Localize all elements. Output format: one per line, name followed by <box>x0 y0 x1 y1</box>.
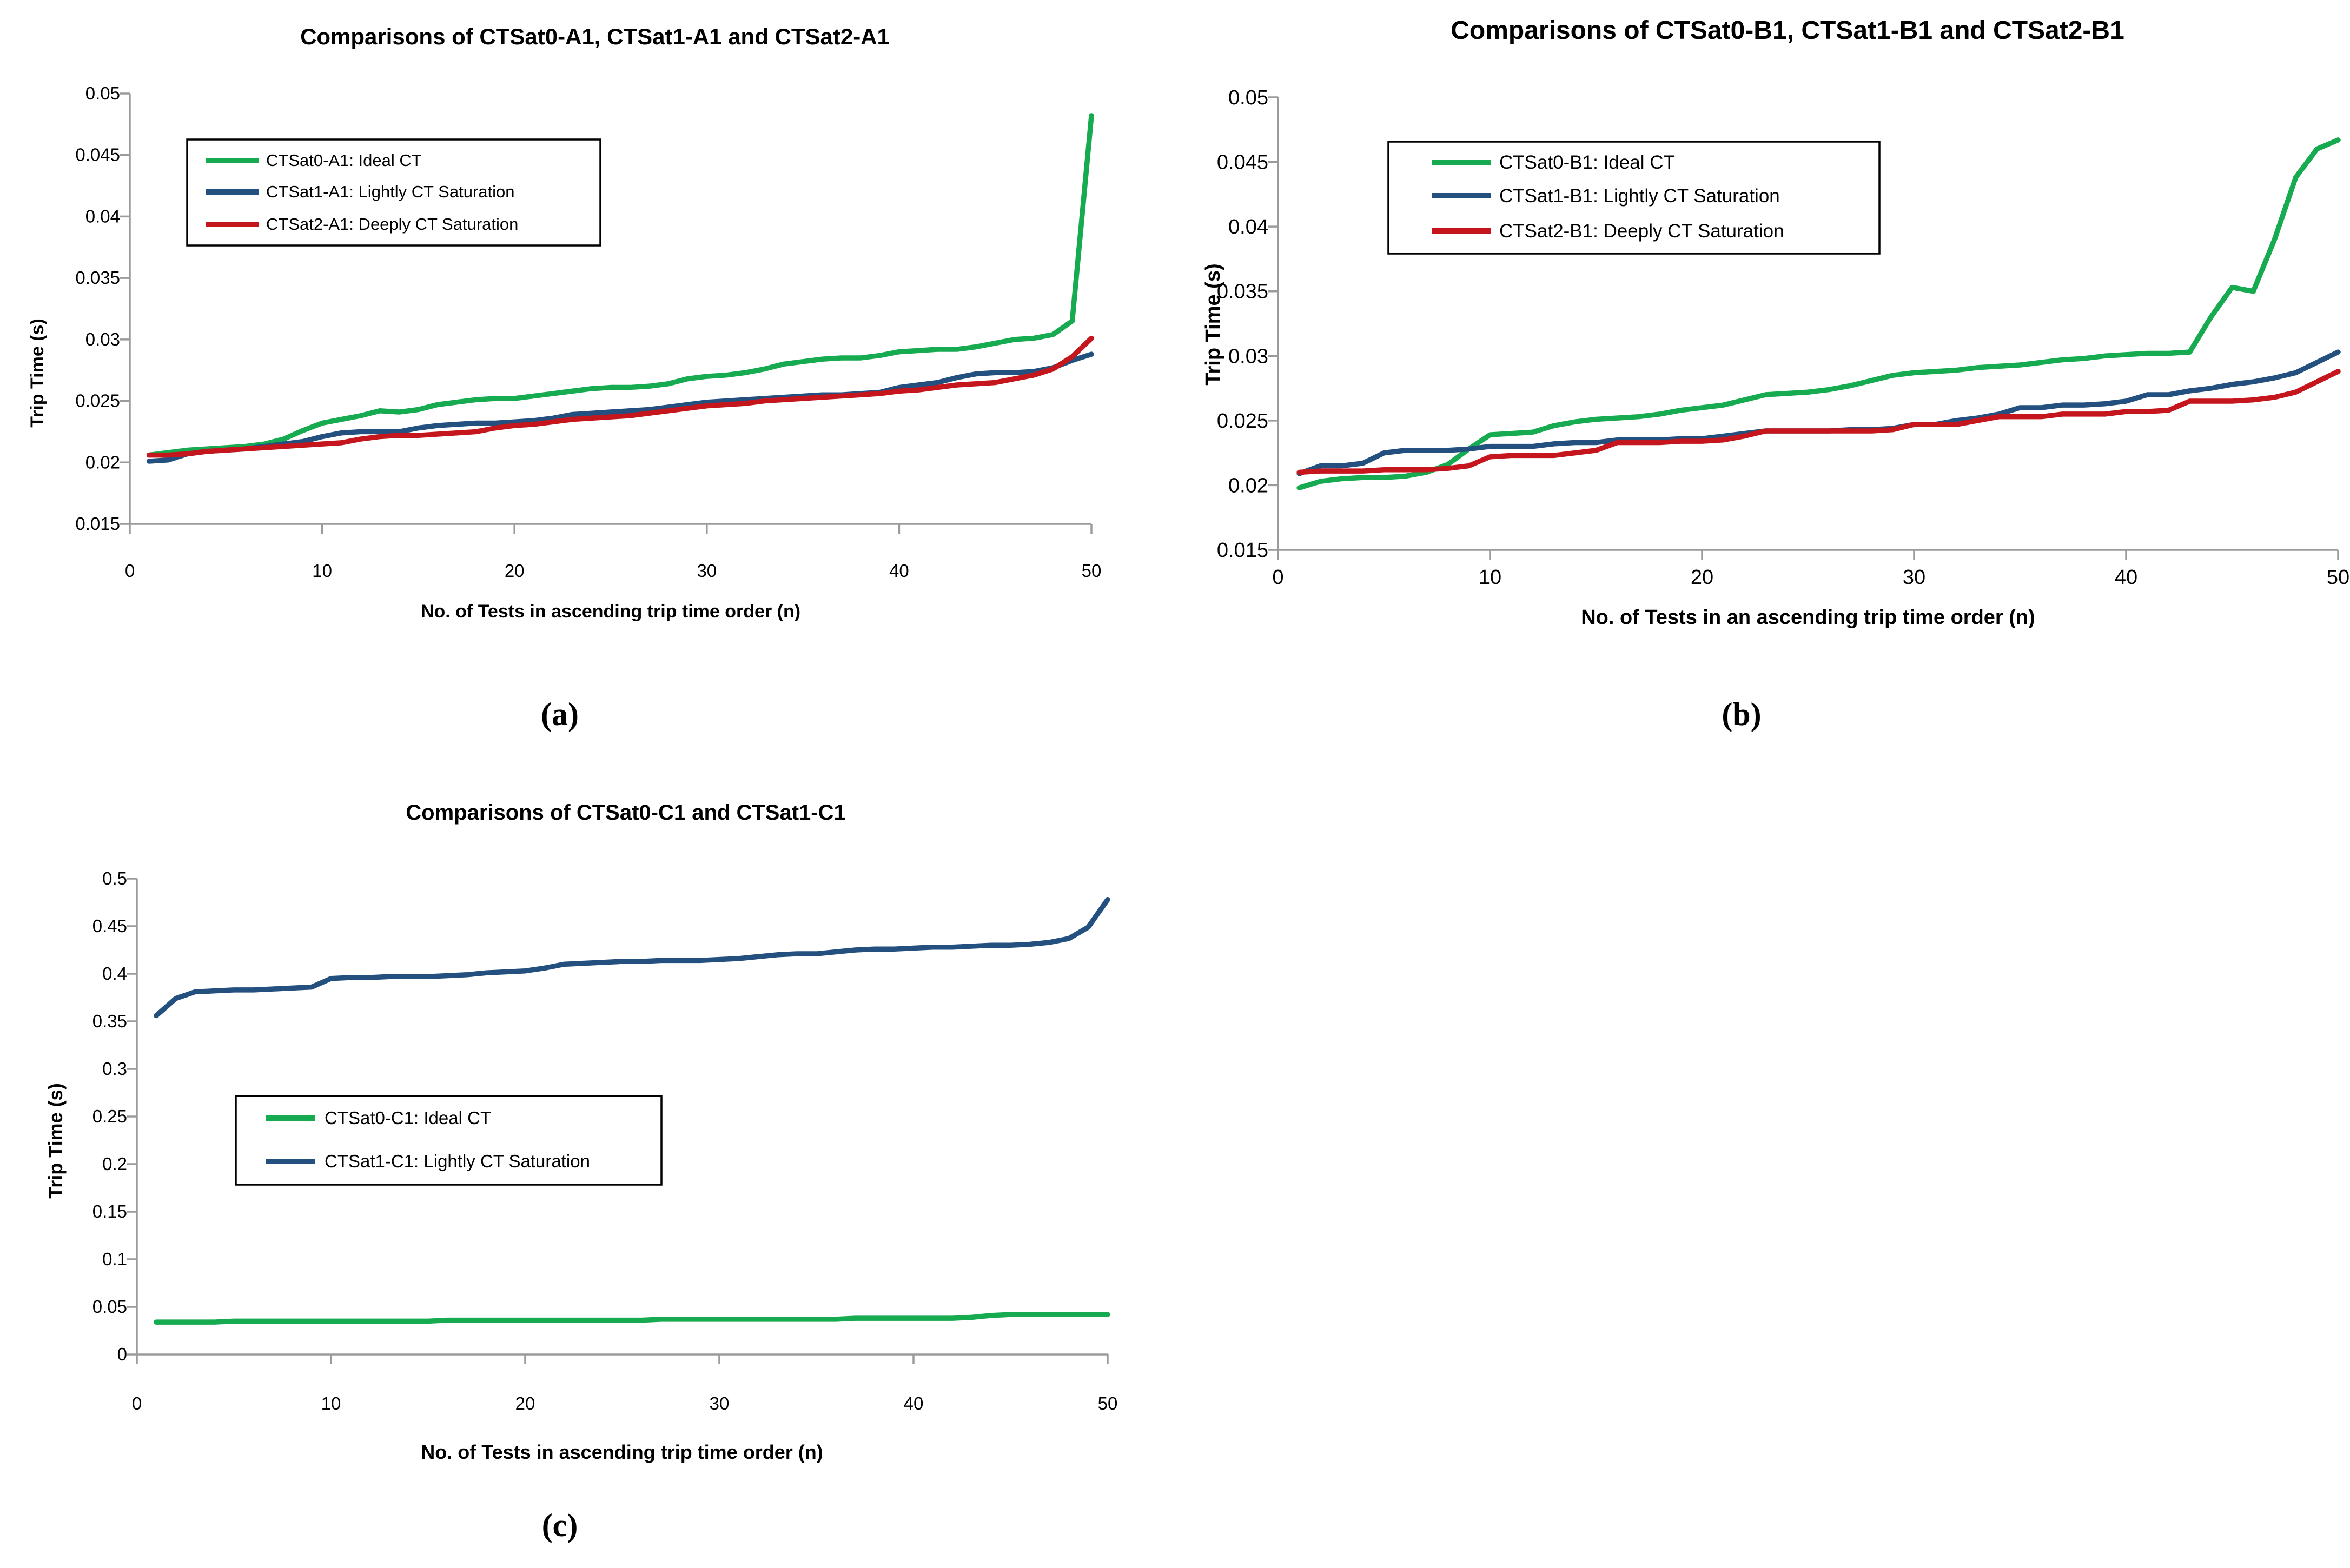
chart-b-y-axis-label: Trip Time (s) <box>1202 263 1224 385</box>
chart-a-title: Comparisons of CTSat0-A1, CTSat1-A1 and … <box>300 24 890 49</box>
y-tick-label: 0.35 <box>92 1011 127 1031</box>
caption-c: (c) <box>541 1507 578 1543</box>
x-tick-label: 30 <box>1903 566 1925 589</box>
chart-b-canvas: Comparisons of CTSat0-B1, CTSat1-B1 and … <box>1202 16 2349 629</box>
legend-label: CTSat1-A1: Lightly CT Saturation <box>266 182 514 201</box>
caption-a: (a) <box>541 696 579 732</box>
y-tick-label: 0.015 <box>75 514 120 534</box>
series-line <box>1296 349 2341 476</box>
x-tick-label: 20 <box>515 1393 535 1413</box>
chart-a-x-axis-label: No. of Tests in ascending trip time orde… <box>421 601 800 622</box>
x-tick-label: 30 <box>710 1393 730 1413</box>
series-line <box>146 113 1094 458</box>
series-line <box>146 335 1094 458</box>
y-tick-label: 0.2 <box>102 1154 127 1174</box>
y-tick-label: 0.02 <box>85 452 120 472</box>
y-tick-label: 0.025 <box>1217 410 1268 433</box>
x-tick-label: 50 <box>1082 561 1102 581</box>
x-tick-label: 40 <box>2115 566 2137 589</box>
chart-a-canvas: Comparisons of CTSat0-A1, CTSat1-A1 and … <box>27 24 1102 622</box>
y-tick-label: 0.03 <box>85 329 120 349</box>
y-tick-label: 0.035 <box>1217 281 1268 303</box>
y-tick-label: 0 <box>117 1344 127 1364</box>
y-tick-label: 0.035 <box>75 268 120 288</box>
y-tick-label: 0.02 <box>1228 474 1268 497</box>
chart-c-canvas: Comparisons of CTSat0-C1 and CTSat1-C1 N… <box>44 801 1118 1463</box>
x-tick-label: 0 <box>1272 566 1283 589</box>
series-line <box>154 896 1110 1019</box>
chart-c-x-axis-label: No. of Tests in ascending trip time orde… <box>421 1441 823 1463</box>
y-tick-label: 0.45 <box>92 916 127 936</box>
chart-c-y-axis-label: Trip Time (s) <box>44 1083 67 1198</box>
chart-c: Comparisons of CTSat0-C1 and CTSat1-C1 N… <box>0 784 1190 1487</box>
x-tick-label: 40 <box>889 561 909 581</box>
y-tick-label: 0.05 <box>85 83 120 103</box>
y-tick-label: 0.4 <box>102 964 127 984</box>
y-tick-label: 0.05 <box>1228 87 1268 109</box>
legend-box <box>186 138 601 247</box>
legend-label: CTSat0-B1: Ideal CT <box>1499 152 1675 173</box>
chart-b-title: Comparisons of CTSat0-B1, CTSat1-B1 and … <box>1451 16 2124 45</box>
chart-b-x-axis-label: No. of Tests in an ascending trip time o… <box>1581 606 2035 629</box>
series-line <box>1296 369 2341 475</box>
y-tick-label: 0.5 <box>102 868 127 888</box>
y-tick-label: 0.04 <box>1228 216 1268 238</box>
chart-a: Comparisons of CTSat0-A1, CTSat1-A1 and … <box>0 0 1190 681</box>
legend-label: CTSat1-B1: Lightly CT Saturation <box>1499 185 1780 207</box>
y-tick-label: 0.15 <box>92 1201 127 1221</box>
legend-label: CTSat2-A1: Deeply CT Saturation <box>266 215 518 234</box>
x-tick-label: 50 <box>2327 566 2349 589</box>
y-tick-label: 0.1 <box>102 1249 127 1269</box>
legend-label: CTSat1-C1: Lightly CT Saturation <box>325 1151 590 1171</box>
x-tick-label: 0 <box>132 1393 142 1413</box>
x-tick-label: 40 <box>904 1393 924 1413</box>
y-tick-label: 0.03 <box>1228 345 1268 368</box>
series-line <box>154 1312 1110 1325</box>
x-tick-label: 10 <box>1479 566 1501 589</box>
chart-c-title: Comparisons of CTSat0-C1 and CTSat1-C1 <box>406 801 845 825</box>
chart-a-y-axis-label: Trip Time (s) <box>27 318 48 428</box>
legend-label: CTSat0-C1: Ideal CT <box>325 1108 491 1128</box>
legend-label: CTSat0-A1: Ideal CT <box>266 151 422 170</box>
y-tick-label: 0.05 <box>92 1297 127 1317</box>
y-tick-label: 0.25 <box>92 1106 127 1126</box>
legend-label: CTSat2-B1: Deeply CT Saturation <box>1499 221 1784 242</box>
x-tick-label: 10 <box>312 561 332 581</box>
x-tick-label: 20 <box>505 561 525 581</box>
y-tick-label: 0.04 <box>85 206 120 226</box>
x-tick-label: 50 <box>1098 1393 1118 1413</box>
series-line <box>146 351 1094 464</box>
legend-box <box>235 1095 663 1186</box>
x-tick-label: 10 <box>321 1393 341 1413</box>
y-tick-label: 0.015 <box>1217 539 1268 562</box>
x-tick-label: 0 <box>125 561 135 581</box>
caption-b: (b) <box>1722 696 1762 732</box>
chart-b: Comparisons of CTSat0-B1, CTSat1-B1 and … <box>1190 0 2350 681</box>
y-tick-label: 0.045 <box>75 145 120 165</box>
x-tick-label: 20 <box>1691 566 1713 589</box>
y-tick-label: 0.045 <box>1217 151 1268 174</box>
y-tick-label: 0.025 <box>75 391 120 411</box>
x-tick-label: 30 <box>697 561 717 581</box>
y-tick-label: 0.3 <box>102 1059 127 1079</box>
